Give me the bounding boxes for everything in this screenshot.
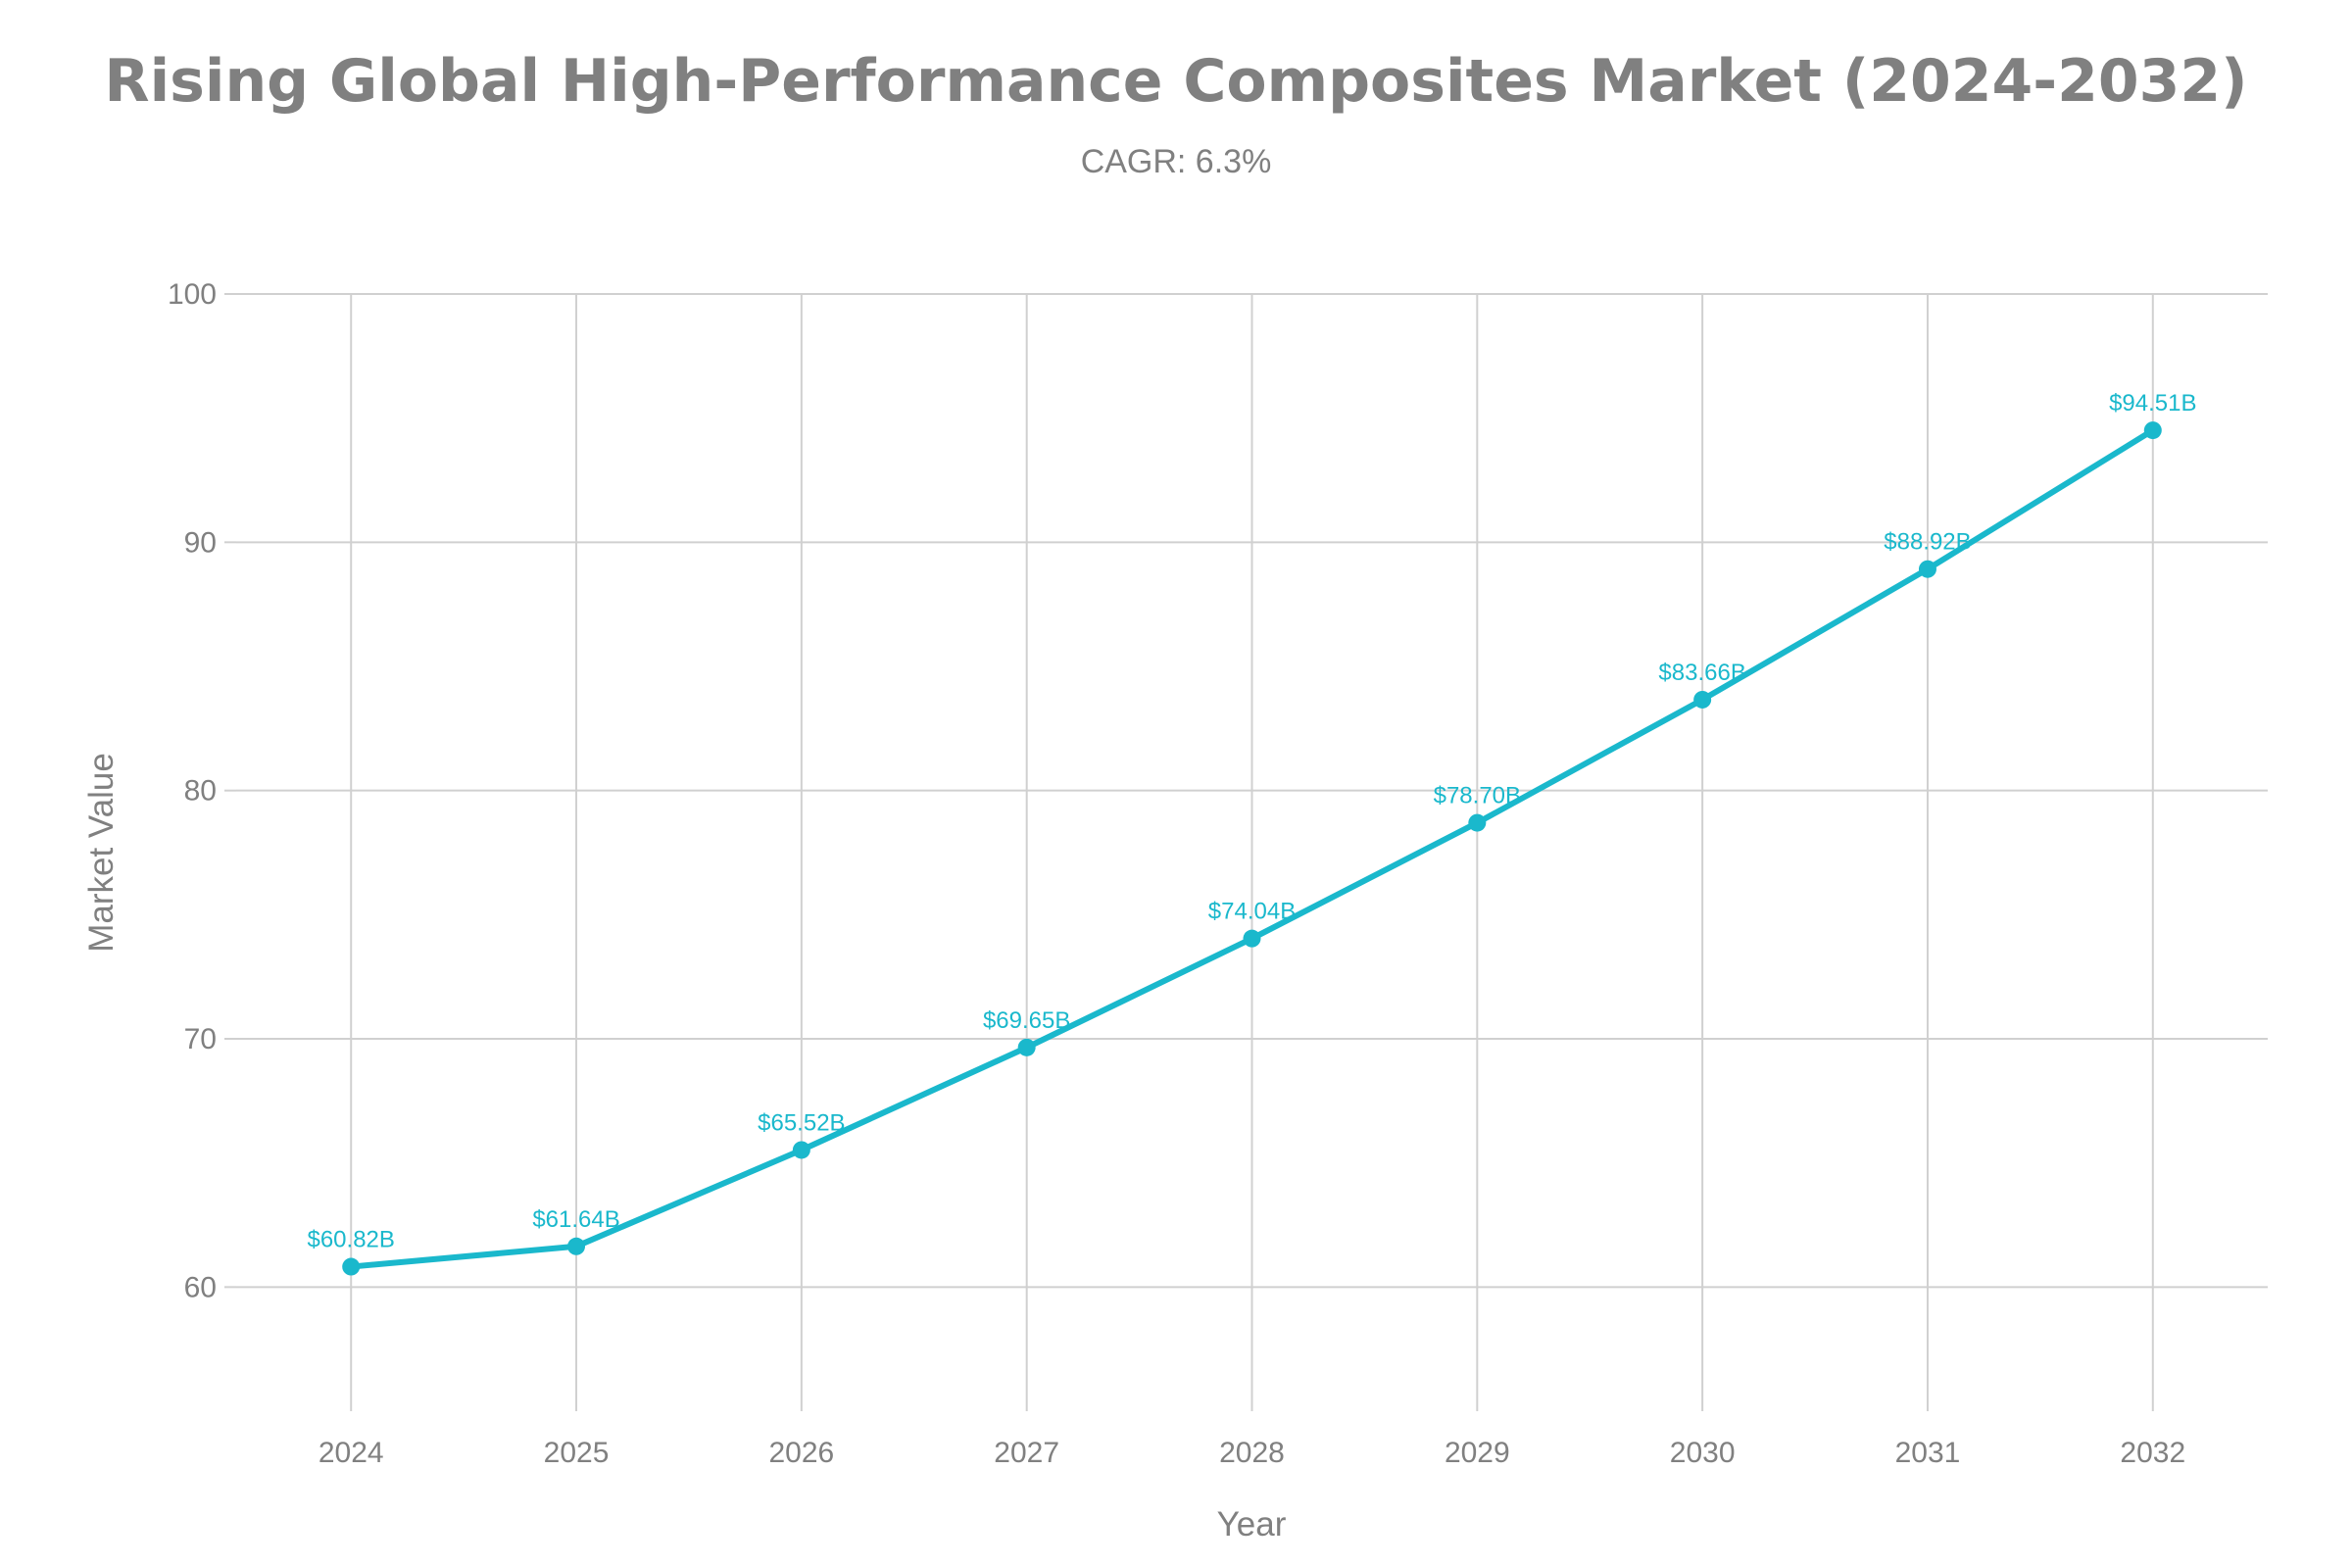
data-label: $74.04B <box>1208 899 1296 925</box>
x-tick-label: 2027 <box>994 1437 1059 1469</box>
data-label: $65.52B <box>758 1109 845 1136</box>
y-tick-label: 90 <box>184 526 217 559</box>
chart-title: Rising Global High-Performance Composite… <box>104 47 2248 116</box>
y-tick-label: 100 <box>168 278 217 311</box>
data-point[interactable] <box>1693 690 1712 709</box>
x-tick-label: 2026 <box>768 1437 834 1469</box>
y-tick-label: 80 <box>184 775 217 808</box>
data-label: $69.65B <box>983 1007 1070 1034</box>
data-point[interactable] <box>567 1237 586 1255</box>
x-tick-label: 2025 <box>544 1437 610 1469</box>
data-point[interactable] <box>342 1257 361 1276</box>
y-axis-title: Market Value <box>82 753 121 953</box>
x-tick-label: 2024 <box>318 1437 384 1469</box>
data-point[interactable] <box>1243 929 1261 948</box>
data-label: $60.82B <box>307 1227 394 1253</box>
data-point[interactable] <box>1468 813 1487 832</box>
x-tick-label: 2030 <box>1670 1437 1736 1469</box>
x-axis-title: Year <box>1217 1505 1287 1544</box>
data-point[interactable] <box>1918 560 1936 578</box>
x-tick-label: 2028 <box>1219 1437 1285 1469</box>
data-point[interactable] <box>1017 1038 1036 1056</box>
data-point[interactable] <box>2143 421 2162 440</box>
y-tick-label: 70 <box>184 1023 217 1055</box>
data-label: $94.51B <box>2109 390 2196 416</box>
data-label: $83.66B <box>1658 660 1745 686</box>
y-tick-label: 60 <box>184 1271 217 1303</box>
data-label: $61.64B <box>532 1206 619 1233</box>
data-point[interactable] <box>792 1141 810 1159</box>
chart-subtitle: CAGR: 6.3% <box>1080 143 1272 180</box>
data-label: $88.92B <box>1884 529 1971 556</box>
x-tick-label: 2029 <box>1445 1437 1510 1469</box>
x-tick-label: 2032 <box>2120 1437 2185 1469</box>
data-label: $78.70B <box>1434 783 1521 809</box>
x-tick-label: 2031 <box>1895 1437 1961 1469</box>
